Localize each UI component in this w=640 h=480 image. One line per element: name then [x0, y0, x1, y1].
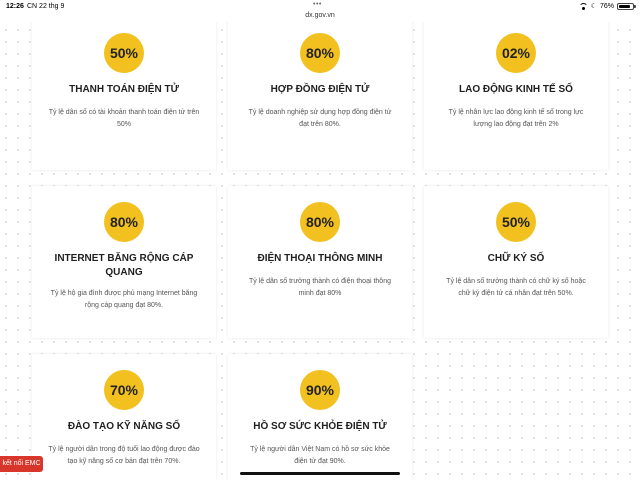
percent-badge: 80% [104, 202, 144, 242]
stat-card-hop-dong: 80% HỢP ĐỒNG ĐIỆN TỬ Tỷ lệ doanh nghiệp … [228, 14, 412, 170]
percent-badge: 50% [104, 33, 144, 73]
stat-card-chu-ky: 50% CHỮ KÝ SỐ Tỷ lệ dân số trưởng thành … [424, 186, 608, 338]
stat-card-internet: 80% INTERNET BĂNG RỘNG CÁP QUANG Tỷ lệ h… [32, 186, 216, 338]
card-description: Tỷ lệ dân số trưởng thành có điện thoại … [249, 278, 391, 297]
address-bar-url[interactable]: dx.gov.vn [305, 12, 335, 19]
stat-card-ho-so: 90% HỒ SƠ SỨC KHỎE ĐIỆN TỬ Tỷ lệ người d… [228, 354, 412, 480]
card-description: Tỷ lệ người dân Việt Nam có hồ sơ sức kh… [250, 446, 390, 465]
status-bar: 12:26 CN 22 thg 9 ••• dx.gov.vn ☾ 76% [0, 0, 640, 22]
battery-icon [617, 3, 636, 10]
card-title: ĐIỆN THOẠI THÔNG MINH [257, 253, 383, 264]
more-dots-icon[interactable]: ••• [313, 1, 322, 8]
card-description: Tỷ lệ dân số trưởng thành có chữ ký số h… [446, 278, 586, 297]
card-description: Tỷ lệ doanh nghiệp sử dụng hợp đồng điện… [248, 109, 392, 128]
percent-badge: 50% [496, 202, 536, 242]
card-description: Tỷ lệ dân số có tài khoản thanh toán điệ… [48, 109, 200, 128]
stat-card-dao-tao: 70% ĐÀO TẠO KỸ NĂNG SỐ Tỷ lệ người dân t… [32, 354, 216, 480]
system-indicators: ☾ 76% [578, 3, 636, 10]
percent-badge: 80% [300, 33, 340, 73]
card-title: HỒ SƠ SỨC KHỎE ĐIỆN TỬ [253, 421, 387, 432]
contact-emc-button[interactable]: kết nối EMC [0, 456, 43, 472]
stat-card-thanh-toan: 50% THANH TOÁN ĐIỆN TỬ Tỷ lệ dân số có t… [32, 14, 216, 170]
card-title: INTERNET BĂNG RỘNG CÁP QUANG [54, 253, 194, 278]
card-title: CHỮ KÝ SỐ [487, 253, 545, 264]
wifi-icon [578, 3, 588, 10]
card-title: ĐÀO TẠO KỸ NĂNG SỐ [67, 421, 181, 432]
stat-card-dien-thoai: 80% ĐIỆN THOẠI THÔNG MINH Tỷ lệ dân số t… [228, 186, 412, 338]
percent-badge: 02% [496, 33, 536, 73]
card-description: Tỷ lệ người dân trong độ tuổi lao động đ… [48, 446, 200, 465]
card-description: Tỷ lệ hộ gia đình được phủ mạng Internet… [50, 290, 198, 309]
status-time: 12:26 [6, 3, 24, 10]
home-indicator[interactable] [240, 472, 400, 475]
card-title: LAO ĐỘNG KINH TẾ SỐ [459, 84, 573, 95]
card-title: THANH TOÁN ĐIỆN TỬ [69, 84, 179, 95]
percent-badge: 70% [104, 370, 144, 410]
status-date: CN 22 thg 9 [27, 3, 65, 10]
percent-badge: 80% [300, 202, 340, 242]
percent-badge: 90% [300, 370, 340, 410]
moon-icon: ☾ [590, 3, 597, 10]
battery-percent: 76% [599, 3, 614, 10]
stat-card-lao-dong: 02% LAO ĐỘNG KINH TẾ SỐ Tỷ lệ nhân lực l… [424, 14, 608, 170]
card-title: HỢP ĐỒNG ĐIỆN TỬ [270, 84, 370, 95]
card-description: Tỷ lệ nhân lực lao động kinh tế số trong… [448, 109, 584, 128]
